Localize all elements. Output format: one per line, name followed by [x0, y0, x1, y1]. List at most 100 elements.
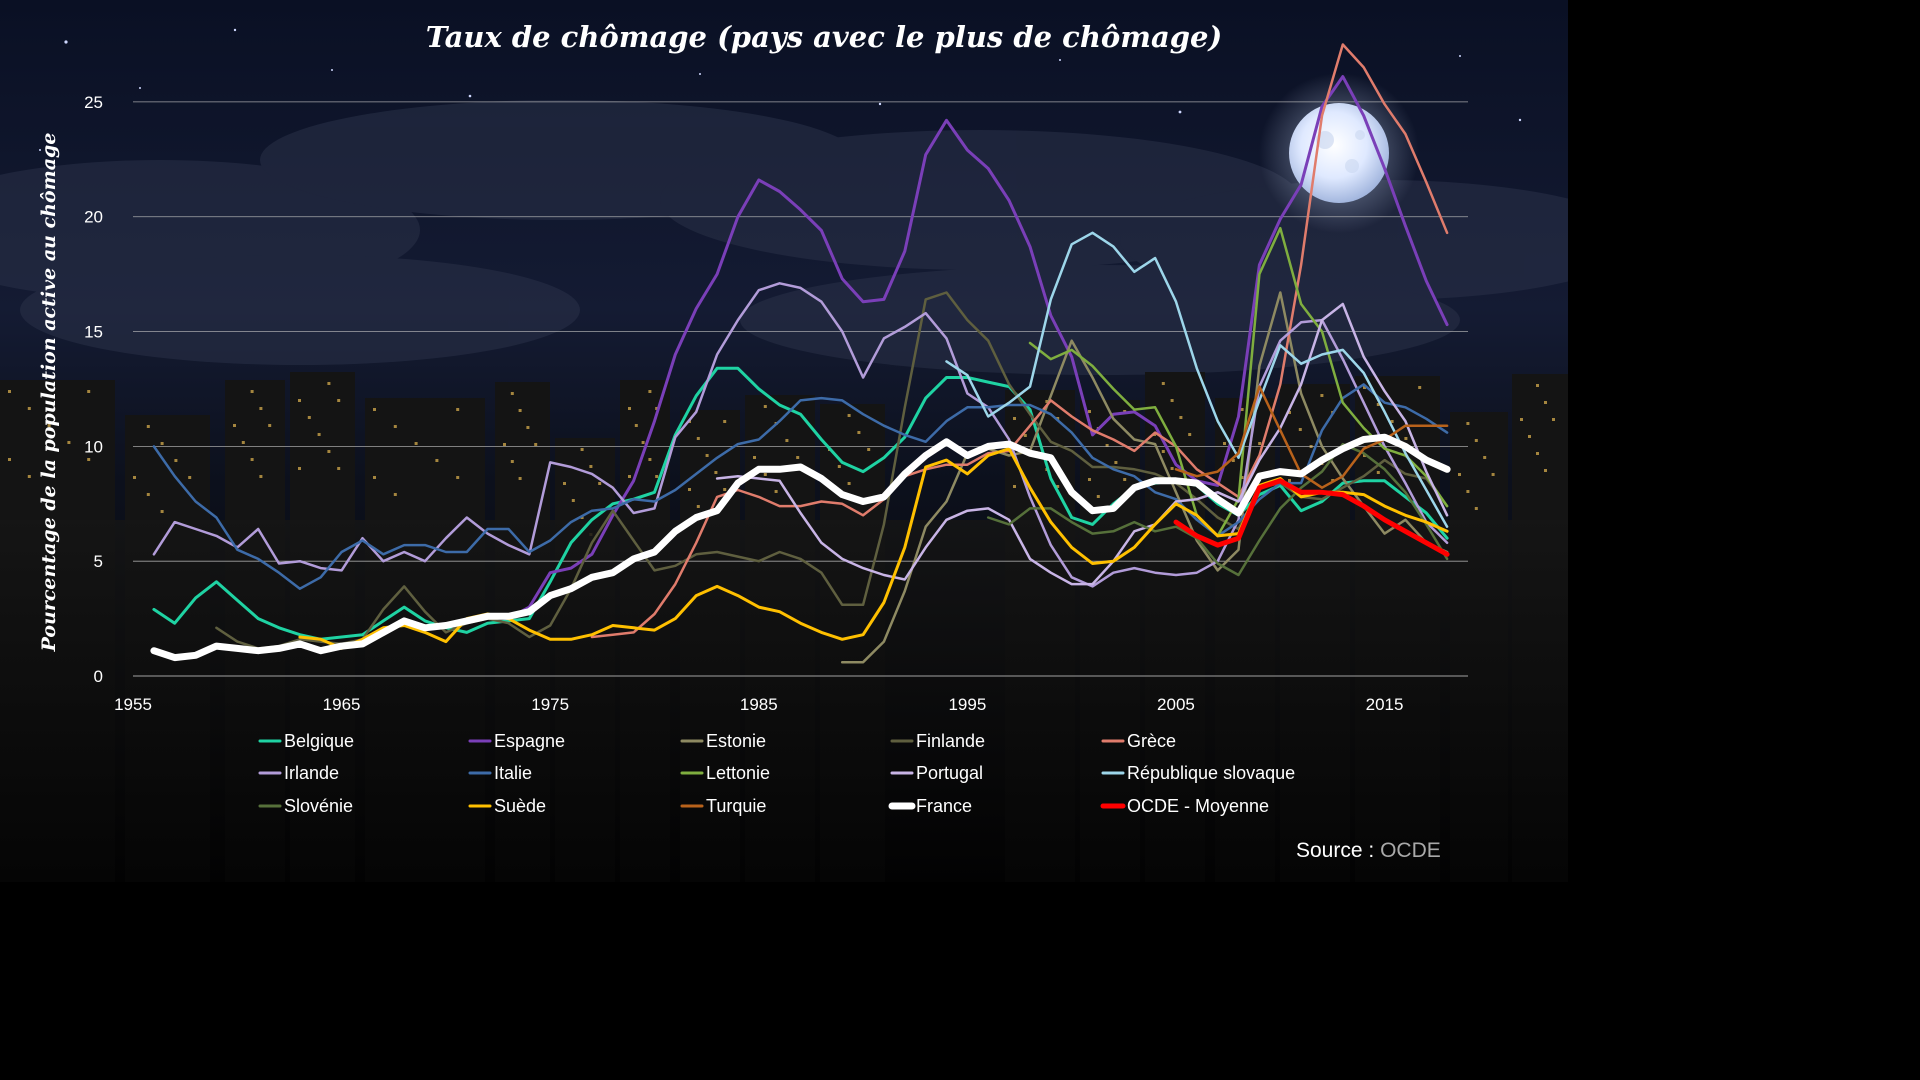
building-window [160, 510, 164, 513]
building-window [648, 458, 652, 461]
building-window [1520, 418, 1523, 421]
y-tick-label: 15 [84, 323, 103, 342]
building-window [774, 490, 778, 493]
building-window [1013, 485, 1016, 488]
building-window [1288, 479, 1291, 482]
source-value: OCDE [1380, 839, 1441, 862]
legend-item: Italie [468, 763, 532, 783]
building-window [67, 441, 71, 444]
building-window [510, 392, 514, 395]
building-window [518, 409, 522, 412]
stars [39, 28, 1522, 151]
building-window [763, 405, 767, 408]
building-window [1552, 418, 1555, 421]
y-tick-label: 5 [94, 552, 103, 571]
building-window [1240, 408, 1244, 411]
building-window [146, 425, 150, 428]
legend-label: Portugal [916, 763, 983, 783]
building-window [634, 424, 638, 427]
building-window [307, 416, 311, 419]
legend-item: Finlande [890, 731, 985, 751]
building-window [753, 456, 756, 459]
series-line [1174, 385, 1449, 489]
x-tick-label: 2015 [1366, 695, 1404, 714]
legend-label: Belgique [284, 731, 354, 751]
legend: Belgique Espagne Estonie Finlande Grèce Irlan… [258, 731, 1295, 816]
building-window [87, 390, 91, 393]
legend-label: République slovaque [1127, 763, 1295, 783]
building-window [723, 420, 727, 423]
building-window [696, 437, 700, 440]
building-window [705, 454, 709, 457]
building-window [241, 441, 245, 444]
building-window [598, 482, 602, 485]
building-window [1466, 490, 1470, 493]
ground [0, 520, 1568, 882]
building-window [503, 443, 506, 446]
building-window [847, 482, 851, 485]
building-window [1123, 478, 1127, 481]
building-window [1170, 399, 1174, 402]
chart-title: Taux de chômage (pays avec le plus de ch… [426, 20, 1222, 54]
building-window [47, 424, 51, 427]
legend-item: OCDE - Moyenne [1100, 796, 1269, 816]
legend-label: Espagne [494, 731, 565, 751]
building-window [1188, 433, 1192, 436]
legend-item: Portugal [890, 763, 983, 783]
y-axis-ticks: 0 5 10 15 20 25 [84, 93, 103, 686]
legend-label: Turquie [706, 796, 766, 816]
building-window [298, 399, 301, 402]
building-window [1231, 459, 1235, 462]
legend-item: Suède [468, 796, 546, 816]
building-window [1528, 435, 1531, 438]
building-window [688, 488, 691, 491]
building-window [1114, 461, 1118, 464]
building-window [259, 475, 263, 478]
legend-item: Grèce [1101, 731, 1176, 751]
building-window [534, 443, 538, 446]
legend-label: Lettonie [706, 763, 770, 783]
building-window [785, 439, 789, 442]
building-window [1544, 469, 1547, 472]
series-line [945, 231, 1449, 528]
building-window [456, 408, 460, 411]
building-window [723, 488, 727, 491]
building-window [1544, 401, 1547, 404]
building-window [327, 382, 331, 385]
building-window [857, 431, 861, 434]
legend-item: Irlande [258, 763, 339, 783]
building-window [628, 475, 631, 478]
building-window [250, 390, 254, 393]
building-window [414, 442, 418, 445]
building-window [1056, 485, 1060, 488]
building-window [563, 482, 566, 485]
legend-label: Grèce [1127, 731, 1176, 751]
x-axis-ticks: 1955 1965 1975 1985 1995 2005 2015 [114, 695, 1403, 714]
y-tick-label: 0 [94, 667, 103, 686]
building-window [580, 516, 584, 519]
building-window [1288, 411, 1291, 414]
building-window [337, 399, 341, 402]
night-sky-background [0, 0, 1568, 882]
building-window [1474, 439, 1478, 442]
building-window [571, 499, 575, 502]
plot-area [150, 43, 1451, 664]
building-window [87, 458, 91, 461]
series-line [486, 75, 1449, 621]
x-tick-label: 1955 [114, 695, 152, 714]
series-line [986, 442, 1449, 577]
building-window [837, 465, 841, 468]
building-window [1483, 456, 1487, 459]
building-window [526, 426, 530, 429]
x-tick-label: 1995 [948, 695, 986, 714]
legend-label: Estonie [706, 731, 766, 751]
legend-item: Slovénie [258, 796, 353, 816]
building-window [1363, 454, 1366, 457]
building-window [641, 441, 645, 444]
x-tick-label: 2005 [1157, 695, 1195, 714]
building-window [27, 475, 31, 478]
legend-item: France [888, 796, 972, 816]
legend-item: Estonie [680, 731, 766, 751]
building-window [628, 407, 631, 410]
x-tick-label: 1985 [740, 695, 778, 714]
